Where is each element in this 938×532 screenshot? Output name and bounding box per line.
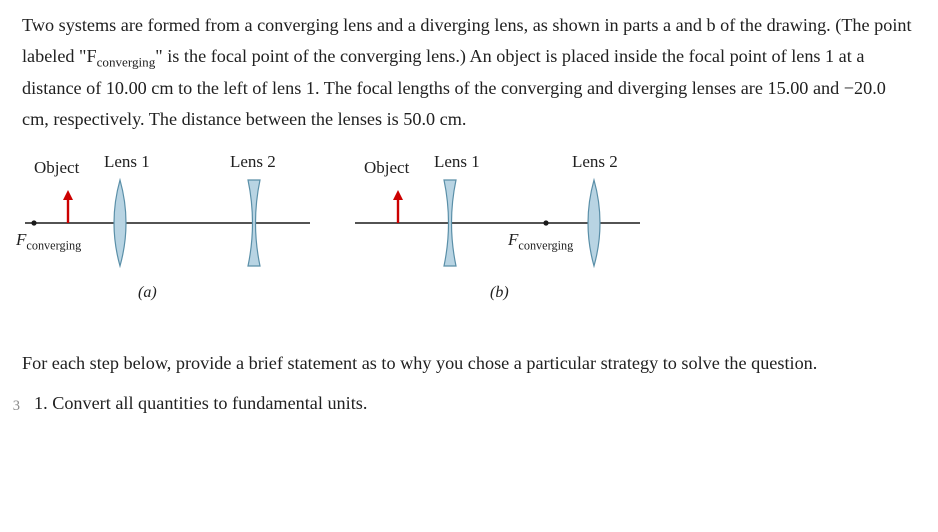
problem-statement: Two systems are formed from a converging… <box>22 10 916 134</box>
step-1-points: 3 <box>4 398 20 415</box>
diagram-row: Object Lens 1 Lens 2 Fconverging (a) Obj… <box>20 152 916 302</box>
step-1-row: 3 1. Convert all quantities to fundament… <box>4 393 916 414</box>
step-1-text: 1. Convert all quantities to fundamental… <box>34 393 367 414</box>
diagram-b: Object Lens 1 Lens 2 Fconverging (b) <box>350 152 650 302</box>
problem-text-sub: converging <box>97 54 156 69</box>
diagram-a-svg <box>20 168 320 298</box>
instructions-text: For each step below, provide a brief sta… <box>22 348 916 379</box>
diagram-a: Object Lens 1 Lens 2 Fconverging (a) <box>20 152 320 302</box>
diagram-b-svg <box>350 168 650 298</box>
